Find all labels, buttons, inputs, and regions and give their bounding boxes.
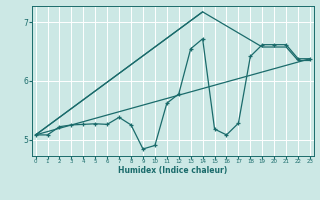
- X-axis label: Humidex (Indice chaleur): Humidex (Indice chaleur): [118, 166, 228, 175]
